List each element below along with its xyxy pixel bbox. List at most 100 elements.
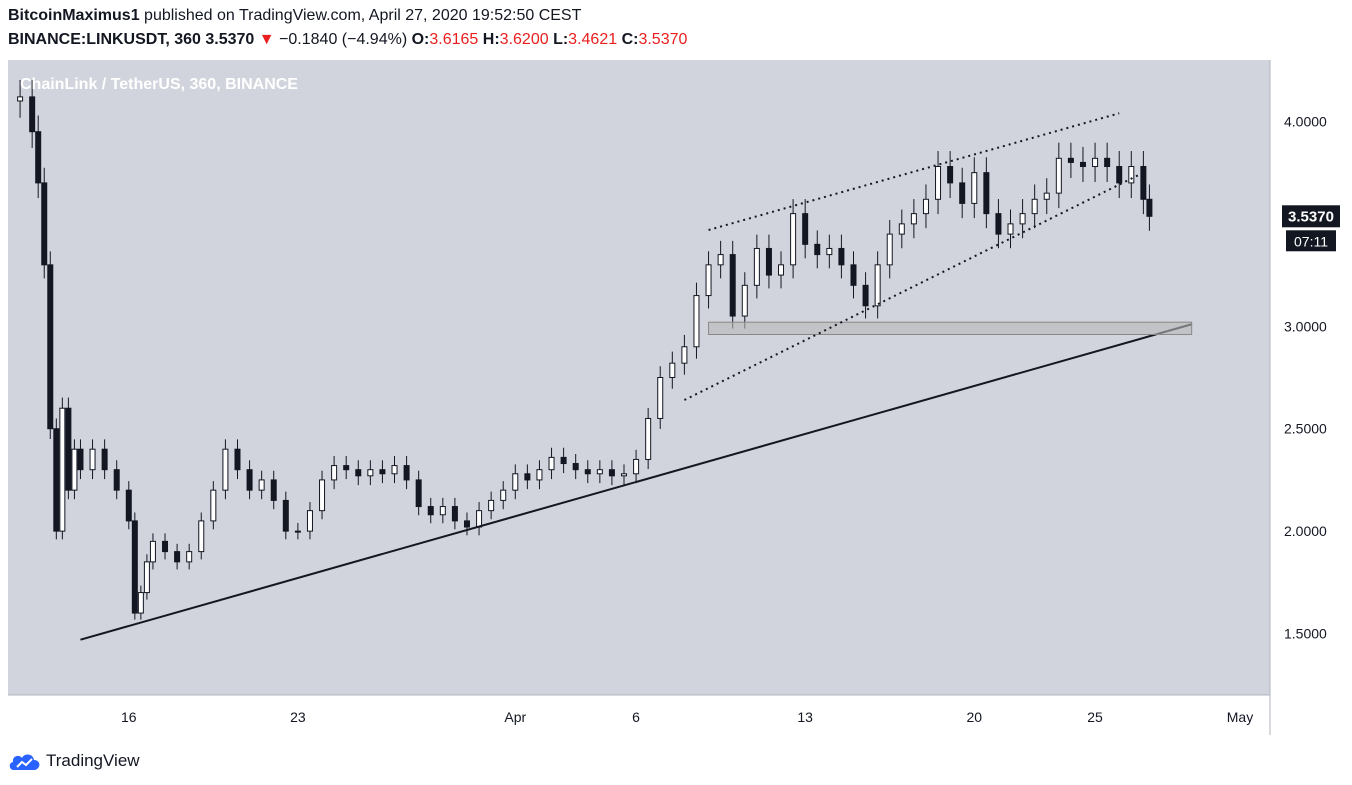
candle-body — [935, 166, 942, 200]
high-value: 3.6200 — [499, 31, 549, 48]
candle-body — [596, 469, 603, 475]
candle-body — [790, 213, 797, 266]
candle-body — [137, 592, 144, 614]
wedge-upper-line — [708, 112, 1120, 231]
low-value: 3.4621 — [568, 31, 618, 48]
candle-body — [282, 499, 289, 532]
candle-body — [270, 479, 277, 501]
candle-body — [29, 96, 36, 133]
candle-body — [922, 198, 929, 215]
candle-body — [89, 448, 96, 471]
candle-body — [693, 295, 700, 348]
candle-body — [608, 469, 615, 477]
candle-body — [35, 131, 42, 184]
candle-body — [47, 264, 54, 430]
price-axis-ticks: 1.5000 2.0000 2.5000 3.0000 4.0000 — [1284, 113, 1327, 641]
candle-body — [65, 407, 72, 491]
candle-body — [149, 540, 156, 563]
candle-body — [101, 448, 108, 471]
time-tick-label: 23 — [290, 709, 306, 725]
candle-body — [584, 469, 591, 475]
candle-body — [331, 465, 338, 481]
candle-body — [1140, 166, 1147, 200]
price-chart[interactable]: ChainLink / TetherUS, 360, BINANCE 1.500… — [8, 60, 1342, 735]
candle-body — [850, 264, 857, 286]
high-label: H: — [482, 31, 500, 48]
candle-body — [210, 489, 217, 522]
candle-body — [838, 247, 845, 266]
candle-body — [306, 510, 313, 532]
candle-body — [1116, 166, 1123, 184]
candle-body — [415, 479, 422, 508]
open-label: O: — [411, 31, 430, 48]
close-label: C: — [621, 31, 639, 48]
candle-body — [862, 284, 869, 307]
price-tick-label: 3.0000 — [1284, 318, 1327, 334]
candle-body — [41, 182, 48, 266]
candle-body — [995, 213, 1002, 235]
candle-body — [379, 469, 386, 475]
candle-body — [1092, 157, 1099, 168]
candle-body — [234, 448, 241, 471]
time-tick-label: 20 — [966, 709, 982, 725]
candle-body — [125, 489, 132, 522]
candle-body — [439, 506, 446, 516]
candle-body — [959, 182, 966, 204]
candle-body — [753, 247, 760, 286]
candle-body — [802, 213, 809, 245]
candle-body — [741, 284, 748, 317]
candle-body — [355, 469, 362, 477]
candle-body — [1031, 198, 1038, 215]
chart-title: ChainLink / TetherUS, 360, BINANCE — [20, 76, 298, 93]
candle-body — [1128, 166, 1135, 184]
candle-body — [669, 362, 676, 378]
candle-body — [59, 407, 66, 532]
candle-body — [174, 551, 181, 563]
published-text: published on TradingView.com, April 27, … — [144, 7, 582, 24]
open-value: 3.6165 — [429, 31, 479, 48]
candle-body — [898, 223, 905, 235]
candle-body — [17, 96, 24, 102]
price-axis[interactable] — [1270, 60, 1342, 735]
candle-body — [343, 465, 350, 471]
close-value: 3.5370 — [638, 31, 688, 48]
candle-body — [463, 520, 470, 528]
chart-frame[interactable]: ChainLink / TetherUS, 360, BINANCE 1.500… — [8, 60, 1342, 735]
time-axis[interactable] — [8, 695, 1270, 735]
candles-layer — [17, 79, 1153, 620]
tradingview-footer[interactable]: TradingView — [8, 747, 140, 775]
candle-body — [403, 465, 410, 481]
candle-body — [524, 473, 531, 481]
drawings-layer — [80, 112, 1193, 641]
candle-body — [451, 506, 458, 522]
candle-body — [826, 247, 833, 256]
publish-info: BitcoinMaximus1 published on TradingView… — [8, 7, 581, 25]
price-tick-label: 4.0000 — [1284, 113, 1327, 129]
countdown-tag-bg — [1286, 230, 1336, 252]
candle-body — [427, 506, 434, 516]
price-tick-label: 2.0000 — [1284, 523, 1327, 539]
candle-body — [198, 520, 205, 553]
candle-body — [367, 469, 374, 477]
candle-body — [1043, 192, 1050, 200]
plot-area[interactable] — [8, 60, 1270, 695]
time-tick-label: 13 — [797, 709, 813, 725]
candle-body — [77, 448, 84, 471]
support-zone — [708, 321, 1193, 335]
candle-body — [983, 172, 990, 215]
candle-body — [1055, 157, 1062, 194]
author-name[interactable]: BitcoinMaximus1 — [8, 7, 140, 24]
candle-body — [765, 247, 772, 276]
time-tick-label: Apr — [504, 709, 526, 725]
time-tick-label: 16 — [121, 709, 137, 725]
candle-body — [294, 530, 301, 533]
time-tick-label: 6 — [632, 709, 640, 725]
last-price-tag: 3.5370 07:11 — [1282, 205, 1340, 252]
candle-body — [391, 465, 398, 475]
time-tick-label: 25 — [1087, 709, 1103, 725]
symbol-info: BINANCE:LINKUSDT, 360 3.5370 ▼ −0.1840 (… — [8, 31, 687, 49]
support-trendline — [80, 323, 1192, 641]
candle-body — [71, 448, 78, 491]
candle-body — [548, 456, 555, 471]
candle-body — [488, 499, 495, 512]
